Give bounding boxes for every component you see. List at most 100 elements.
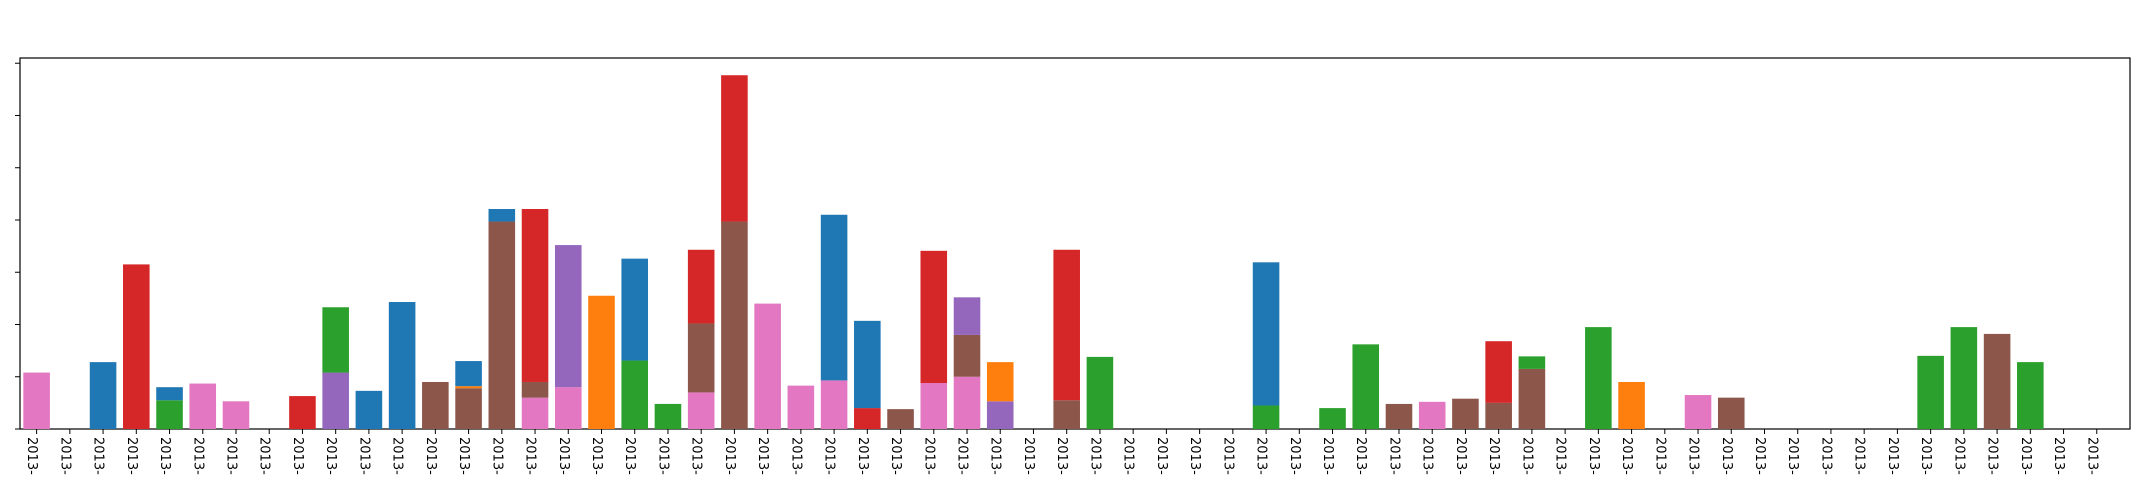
- x-tick-label-48: 2013-: [1619, 437, 1634, 475]
- bar-segment-24-1: [820, 214, 848, 381]
- bar-segment-28-0: [953, 376, 981, 429]
- x-tick-label-18: 2013-: [622, 437, 637, 475]
- bar-segment-16-0: [554, 387, 582, 429]
- x-tick-label-25: 2013-: [855, 437, 870, 475]
- bar-segment-9-0: [322, 372, 349, 429]
- bar-segment-31-1: [1053, 249, 1080, 401]
- bar-segment-3-0: [123, 264, 150, 429]
- x-tick-label-47: 2013-: [1586, 437, 1601, 475]
- x-tick-label-57: 2013-: [1918, 437, 1933, 475]
- x-tick-label-5: 2013-: [190, 437, 205, 475]
- x-tick-label-31: 2013-: [1054, 437, 1069, 475]
- bar-segment-13-2: [455, 361, 482, 387]
- bar-segment-2-0: [89, 362, 117, 429]
- bar-segment-29-1: [986, 362, 1014, 402]
- bar-segment-25-0: [854, 408, 881, 429]
- bar-segment-44-1: [1485, 341, 1512, 403]
- bar-segment-9-1: [322, 307, 349, 373]
- x-tick-label-9: 2013-: [323, 437, 338, 475]
- bar-segment-29-0: [986, 401, 1014, 429]
- x-tick-label-33: 2013-: [1121, 437, 1136, 475]
- x-tick-label-4: 2013-: [157, 437, 172, 475]
- x-tick-label-12: 2013-: [423, 437, 438, 475]
- x-tick-label-60: 2013-: [2018, 437, 2033, 475]
- x-tick-label-20: 2013-: [689, 437, 704, 475]
- x-tick-label-53: 2013-: [1785, 437, 1800, 475]
- x-tick-label-23: 2013-: [788, 437, 803, 475]
- x-tick-label-22: 2013-: [755, 437, 770, 475]
- x-tick-label-54: 2013-: [1818, 437, 1833, 475]
- bar-segment-15-2: [521, 209, 549, 382]
- bar-segment-14-0: [488, 221, 516, 429]
- x-tick-label-27: 2013-: [921, 437, 936, 475]
- bar-segment-4-0: [156, 400, 183, 429]
- x-tick-label-15: 2013-: [523, 437, 538, 475]
- bar-segment-12-0: [422, 381, 449, 429]
- x-tick-label-41: 2013-: [1386, 437, 1401, 475]
- x-tick-label-45: 2013-: [1519, 437, 1534, 475]
- x-tick-label-34: 2013-: [1154, 437, 1169, 475]
- y-axis: [15, 62, 20, 430]
- bar-segment-58-0: [1950, 327, 1978, 429]
- bar-segment-39-0: [1319, 408, 1346, 429]
- x-tick-label-59: 2013-: [1985, 437, 2000, 475]
- bar-segment-24-0: [820, 380, 848, 429]
- x-tick-label-46: 2013-: [1553, 437, 1568, 475]
- bars-group: [23, 75, 2044, 429]
- x-tick-label-28: 2013-: [955, 437, 970, 475]
- bar-segment-18-0: [621, 360, 649, 429]
- bar-segment-11-0: [388, 302, 416, 429]
- bar-segment-13-0: [455, 388, 482, 429]
- bar-segment-5-0: [189, 383, 217, 429]
- bar-segment-47-0: [1585, 327, 1612, 429]
- x-tick-label-44: 2013-: [1486, 437, 1501, 475]
- x-tick-label-32: 2013-: [1087, 437, 1102, 475]
- bar-segment-59-0: [1983, 333, 2011, 429]
- x-tick-label-26: 2013-: [888, 437, 903, 475]
- x-tick-label-58: 2013-: [1951, 437, 1966, 475]
- x-tick-label-11: 2013-: [390, 437, 405, 475]
- x-tick-label-24: 2013-: [822, 437, 837, 475]
- x-tick-label-62: 2013-: [2084, 437, 2099, 475]
- x-tick-label-6: 2013-: [223, 437, 238, 475]
- x-tick-label-38: 2013-: [1287, 437, 1302, 475]
- bar-segment-0-0: [23, 372, 50, 429]
- bar-segment-15-1: [521, 381, 549, 398]
- bar-segment-60-0: [2017, 362, 2044, 429]
- bar-segment-13-1: [455, 386, 482, 389]
- x-tick-label-1: 2013-: [57, 437, 72, 475]
- x-tick-label-13: 2013-: [456, 437, 471, 475]
- bar-segment-6-0: [222, 401, 250, 429]
- bar-segment-19-0: [654, 403, 682, 429]
- bar-segment-43-0: [1452, 398, 1479, 429]
- bar-segment-28-1: [953, 334, 981, 377]
- bar-segment-14-1: [488, 209, 516, 222]
- bar-segment-17-0: [588, 295, 615, 429]
- bar-segment-16-1: [554, 245, 582, 388]
- bar-segment-28-2: [953, 297, 981, 335]
- bar-segment-41-0: [1385, 403, 1413, 429]
- bar-segment-44-0: [1485, 402, 1512, 429]
- x-tick-label-10: 2013-: [356, 437, 371, 475]
- bar-segment-10-0: [355, 390, 383, 429]
- x-tick-label-40: 2013-: [1353, 437, 1368, 475]
- bar-segment-45-0: [1518, 368, 1546, 429]
- bar-segment-4-1: [156, 387, 183, 401]
- bar-segment-23-0: [787, 385, 815, 429]
- bar-segment-37-0: [1252, 405, 1280, 429]
- bar-segment-22-0: [754, 303, 781, 429]
- bar-segment-40-0: [1352, 344, 1380, 429]
- bar-segment-15-0: [521, 397, 549, 429]
- x-axis: 2013- 2013- 2013- 2013- 2013- 2013- 2013- 2013-…: [24, 429, 2099, 475]
- bar-segment-27-0: [920, 383, 948, 429]
- bar-segment-20-1: [687, 323, 715, 393]
- bar-segment-26-0: [887, 409, 914, 429]
- x-tick-label-56: 2013-: [1885, 437, 1900, 475]
- x-tick-label-55: 2013-: [1852, 437, 1867, 475]
- bar-segment-42-0: [1418, 401, 1446, 429]
- bar-segment-31-0: [1053, 400, 1080, 429]
- bar-segment-27-1: [920, 250, 948, 384]
- x-tick-label-43: 2013-: [1453, 437, 1468, 475]
- x-tick-label-0: 2013-: [24, 437, 39, 475]
